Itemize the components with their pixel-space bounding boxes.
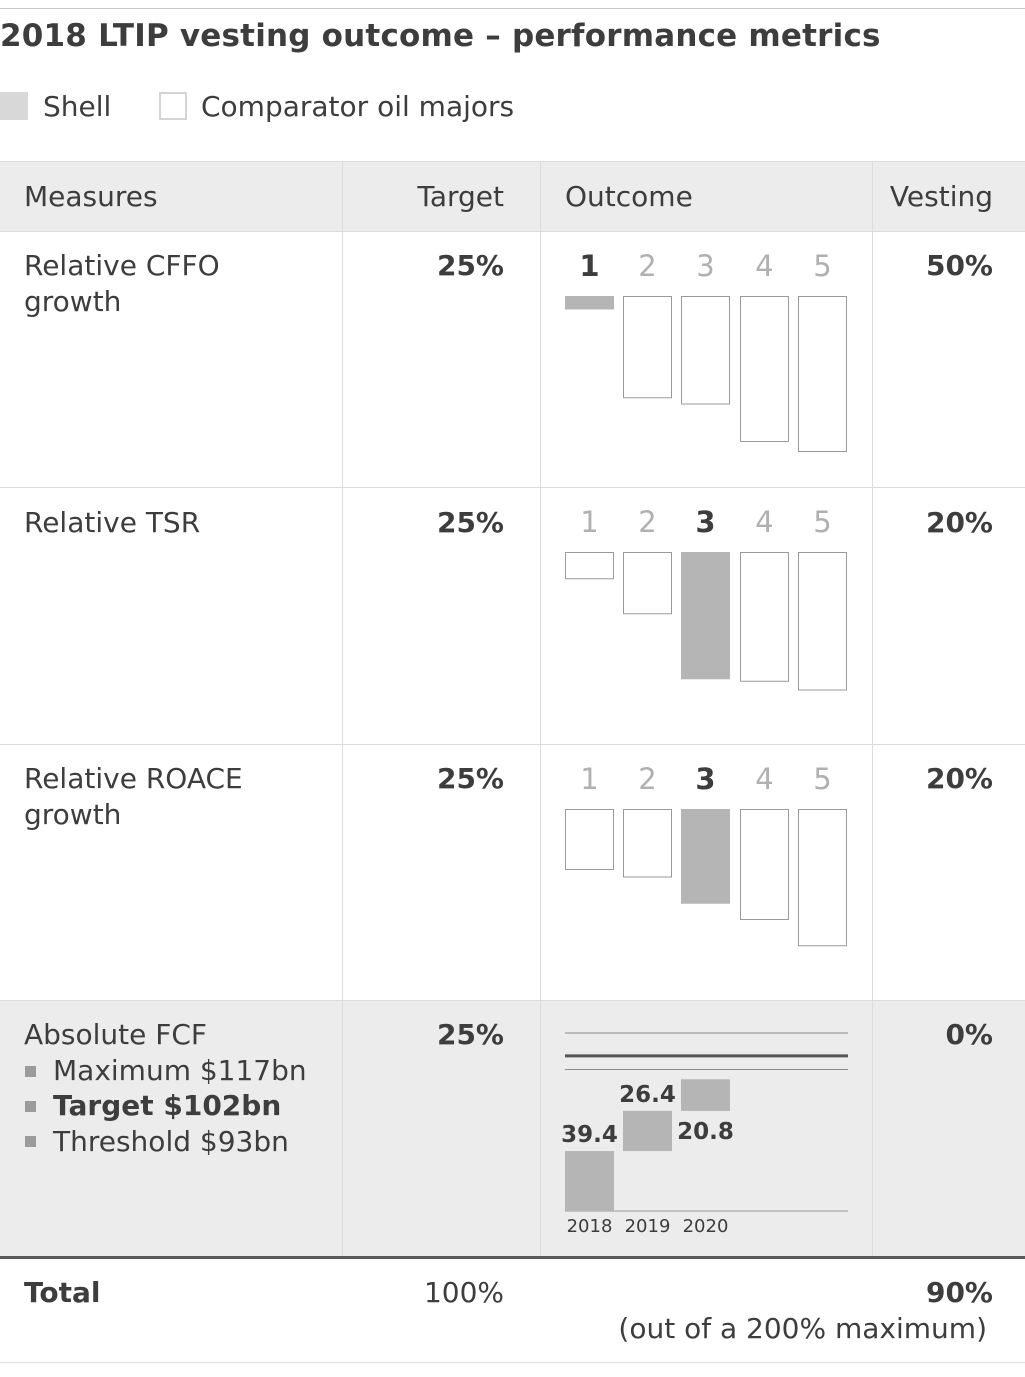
bottom-rule	[0, 1362, 1025, 1363]
table-rule	[0, 161, 1025, 162]
shell-bar	[681, 552, 730, 680]
rank-label: 1	[579, 249, 599, 283]
table-rule	[0, 1000, 1025, 1001]
header-target: Target	[417, 180, 504, 213]
row-tsr-target: 25%	[436, 506, 504, 539]
rank-label: 3	[695, 505, 715, 539]
comparator-bar	[798, 809, 847, 947]
row-fcf-target: 25%	[436, 1018, 504, 1051]
bullet-marker	[25, 1066, 36, 1077]
row-cffo-vesting: 50%	[925, 249, 993, 282]
row-cffo-measure: Relative CFFO	[24, 249, 220, 282]
fcf-value-label: 26.4	[619, 1082, 676, 1108]
rank-label: 2	[638, 762, 656, 796]
comparator-bar	[623, 809, 672, 878]
legend-label-shell: Shell	[43, 90, 112, 123]
rank-label: 5	[813, 249, 831, 283]
rank-label: 5	[813, 762, 831, 796]
fcf-row-background	[0, 1001, 1025, 1257]
total-vesting: 90%	[925, 1276, 993, 1309]
header-measures: Measures	[24, 180, 158, 213]
comparator-bar	[740, 296, 789, 442]
fcf-bar	[623, 1110, 672, 1152]
row-roace-target: 25%	[436, 762, 504, 795]
rank-label: 5	[813, 505, 831, 539]
column-divider	[872, 161, 873, 1256]
rank-label: 1	[580, 505, 598, 539]
fcf-bar	[681, 1079, 730, 1111]
rank-label: 4	[755, 505, 773, 539]
comparator-bar	[623, 552, 672, 615]
fcf-year-label: 2020	[683, 1216, 729, 1237]
total-rule	[0, 1256, 1025, 1259]
rank-label: 2	[638, 249, 656, 283]
header-outcome: Outcome	[565, 180, 693, 213]
table-header-background	[0, 161, 1025, 231]
comparator-bar	[798, 552, 847, 691]
shell-bar	[681, 809, 730, 904]
fcf-maximum-label: Maximum $117bn	[53, 1054, 307, 1087]
comparator-bar	[740, 809, 789, 920]
row-fcf-measure: Absolute FCF	[24, 1018, 208, 1051]
comparator-bar	[740, 552, 789, 682]
comparator-bar	[681, 296, 730, 405]
comparator-bar	[565, 809, 614, 870]
fcf-bar	[565, 1151, 614, 1211]
fcf-value-label: 39.4	[561, 1122, 618, 1148]
row-fcf-vesting: 0%	[945, 1018, 993, 1051]
table-rule	[0, 231, 1025, 232]
table-rule	[0, 487, 1025, 488]
bullet-marker	[25, 1136, 36, 1147]
row-roace-measure: Relative ROACE	[24, 762, 243, 795]
row-tsr-vesting: 20%	[925, 506, 993, 539]
rank-label: 3	[696, 249, 714, 283]
comparator-bar	[565, 552, 614, 580]
rank-label: 4	[755, 762, 773, 796]
fcf-year-label: 2019	[625, 1216, 671, 1237]
row-roace-vesting: 20%	[925, 762, 993, 795]
column-divider	[342, 161, 343, 1256]
column-divider	[540, 161, 541, 1256]
fcf-value-label: 20.8	[677, 1119, 734, 1145]
legend-swatch-comparator	[159, 92, 187, 120]
rank-label: 4	[755, 249, 773, 283]
shell-bar	[565, 296, 614, 310]
bullet-marker	[25, 1101, 36, 1112]
fcf-threshold-label: Threshold $93bn	[53, 1125, 289, 1158]
comparator-bar	[798, 296, 847, 452]
row-cffo-target: 25%	[436, 249, 504, 282]
total-label: Total	[24, 1276, 101, 1309]
chart-title: 2018 LTIP vesting outcome – performance …	[0, 18, 881, 54]
row-roace-measure-2: growth	[24, 798, 122, 831]
comparator-bar	[623, 296, 672, 399]
header-vesting: Vesting	[889, 180, 993, 213]
rank-label: 1	[580, 762, 598, 796]
total-target: 100%	[423, 1276, 504, 1309]
table-rule	[0, 744, 1025, 745]
fcf-target-label: Target $102bn	[53, 1089, 282, 1122]
legend-label-comparator: Comparator oil majors	[201, 90, 515, 123]
total-note: (out of a 200% maximum)	[618, 1312, 987, 1345]
fcf-year-label: 2018	[567, 1216, 613, 1237]
rank-label: 3	[695, 762, 715, 796]
legend-swatch-shell	[0, 92, 28, 120]
row-cffo-measure-2: growth	[24, 285, 122, 318]
rank-label: 2	[638, 505, 656, 539]
top-rule	[0, 8, 1025, 9]
row-tsr-measure: Relative TSR	[24, 506, 201, 539]
